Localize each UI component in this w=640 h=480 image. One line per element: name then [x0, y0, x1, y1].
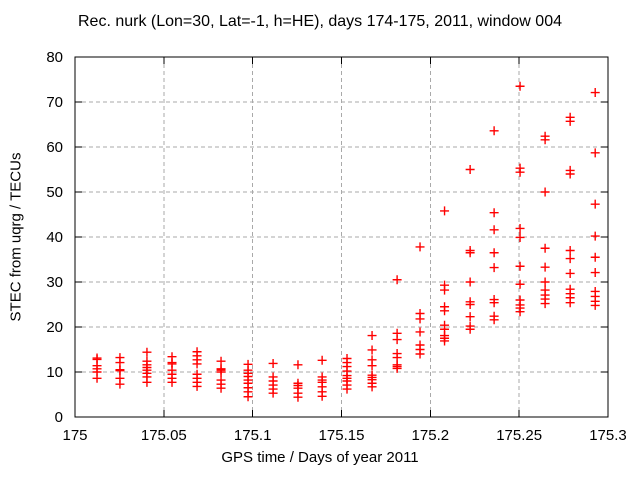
data-point-marker: [540, 299, 550, 309]
data-point-marker: [540, 187, 550, 197]
data-point-marker: [293, 360, 303, 370]
data-point-marker: [489, 126, 499, 136]
data-point-marker: [440, 306, 450, 316]
data-point-marker: [192, 381, 202, 391]
data-point-marker: [540, 277, 550, 287]
data-point-marker: [515, 167, 525, 177]
data-point-marker: [92, 373, 102, 383]
data-point-marker: [243, 392, 253, 402]
data-point-marker: [216, 383, 226, 393]
data-point-marker: [392, 335, 402, 345]
y-tick-label: 30: [46, 274, 63, 291]
data-point-marker: [489, 315, 499, 325]
data-point-marker: [489, 263, 499, 273]
x-tick-label: 175: [62, 427, 87, 444]
data-point-marker: [565, 246, 575, 255]
x-tick-label: 175.05: [141, 427, 187, 444]
y-tick-label: 20: [46, 319, 63, 336]
data-point-marker: [115, 379, 125, 389]
data-point-marker: [590, 252, 600, 262]
data-point-marker: [392, 275, 402, 285]
data-point-marker: [367, 382, 377, 392]
data-point-marker: [540, 243, 550, 253]
data-point-marker: [565, 268, 575, 278]
data-point-marker: [367, 331, 377, 341]
data-point-marker: [142, 347, 152, 357]
data-point-marker: [515, 261, 525, 271]
data-point-marker: [489, 225, 499, 235]
y-tick-label: 10: [46, 364, 63, 381]
data-point-marker: [415, 314, 425, 324]
data-point-marker: [465, 248, 475, 258]
data-point-marker: [216, 356, 226, 366]
data-point-marker: [440, 336, 450, 346]
y-tick-label: 80: [46, 49, 63, 66]
data-point-marker: [590, 300, 600, 310]
data-point-marker: [465, 312, 475, 322]
data-point-marker: [515, 81, 525, 91]
data-point-marker: [590, 199, 600, 209]
x-tick-label: 175.25: [496, 427, 542, 444]
y-tick-label: 50: [46, 184, 63, 201]
data-point-marker: [465, 165, 475, 174]
chart-title: Rec. nurk (Lon=30, Lat=-1, h=HE), days 1…: [77, 13, 562, 30]
data-point-marker: [415, 349, 425, 359]
data-point-marker: [216, 367, 226, 377]
data-point-marker: [415, 327, 425, 337]
data-point-marker: [342, 384, 352, 394]
y-tick-label: 70: [46, 94, 63, 111]
data-point-marker: [590, 148, 600, 158]
data-point-marker: [565, 298, 575, 308]
data-point-marker: [515, 223, 525, 233]
data-point-marker: [440, 206, 450, 216]
data-point-marker: [465, 277, 475, 287]
data-point-marker: [415, 242, 425, 252]
data-point-marker: [293, 392, 303, 402]
x-tick-label: 175.3: [589, 427, 627, 444]
data-point-marker: [317, 391, 327, 401]
data-point-marker: [590, 88, 600, 98]
data-point-marker: [115, 366, 125, 376]
data-point-marker: [540, 135, 550, 145]
data-point-marker: [392, 363, 402, 373]
data-point-marker: [317, 355, 327, 365]
data-point-marker: [465, 324, 475, 334]
y-tick-label: 0: [55, 409, 63, 426]
data-point-marker: [142, 377, 152, 387]
data-point-marker: [268, 388, 278, 398]
data-point-marker: [515, 307, 525, 317]
x-tick-label: 175.15: [319, 427, 365, 444]
data-point-marker: [590, 231, 600, 241]
y-tick-label: 40: [46, 229, 63, 246]
data-point-marker: [565, 169, 575, 179]
x-tick-label: 175.1: [234, 427, 272, 444]
data-point-marker: [489, 248, 499, 258]
data-point-marker: [515, 279, 525, 289]
data-point-marker: [440, 285, 450, 295]
y-tick-label: 60: [46, 139, 63, 156]
data-point-marker: [167, 377, 177, 387]
data-point-marker: [465, 300, 475, 309]
data-point-marker: [590, 268, 600, 278]
data-point-marker: [268, 358, 278, 368]
data-point-marker: [515, 232, 525, 242]
data-point-marker: [192, 359, 202, 369]
data-point-marker: [367, 345, 377, 355]
data-point-marker: [565, 254, 575, 264]
data-point-marker: [565, 116, 575, 126]
data-point-marker: [540, 262, 550, 272]
data-point-marker: [367, 361, 377, 371]
data-point-marker: [489, 298, 499, 308]
data-point-marker: [489, 208, 499, 218]
x-axis-label: GPS time / Days of year 2011: [221, 449, 419, 466]
x-tick-label: 175.2: [412, 427, 450, 444]
